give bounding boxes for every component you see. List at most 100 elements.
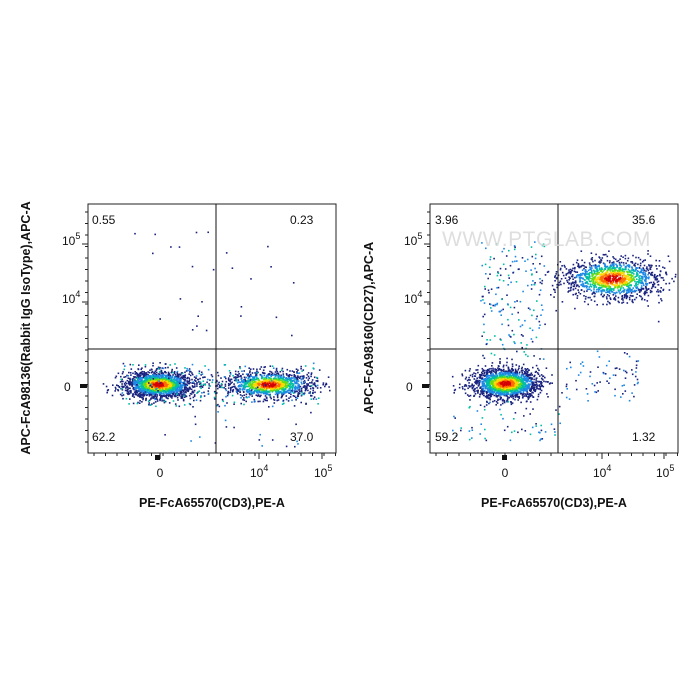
event-dot xyxy=(139,372,141,375)
event-dot xyxy=(251,401,253,403)
event-dot xyxy=(510,403,513,406)
event-dot xyxy=(230,378,233,381)
event-dot xyxy=(500,384,503,387)
event-dot xyxy=(135,386,138,388)
event-dot xyxy=(163,390,165,393)
event-dot xyxy=(521,387,523,389)
event-dot xyxy=(158,377,161,379)
event-dot xyxy=(244,382,246,385)
event-dot xyxy=(499,362,501,365)
event-dot xyxy=(175,379,178,381)
event-dot xyxy=(184,371,186,374)
event-dot xyxy=(519,379,522,382)
event-dot xyxy=(470,385,472,387)
event-dot xyxy=(169,364,171,366)
event-dot xyxy=(141,371,144,373)
event-dot xyxy=(164,434,166,436)
event-dot xyxy=(123,376,125,378)
event-dot xyxy=(511,402,514,404)
event-dot xyxy=(495,404,497,406)
event-dot xyxy=(248,367,250,369)
event-dot xyxy=(255,374,258,376)
event-dot xyxy=(148,371,151,374)
event-dot xyxy=(473,388,476,391)
event-dot xyxy=(514,380,516,382)
event-dot xyxy=(177,385,179,387)
event-dot xyxy=(294,376,296,379)
event-dot xyxy=(314,391,316,394)
event-dot xyxy=(156,400,159,402)
event-dot xyxy=(310,394,312,397)
event-dot xyxy=(136,384,139,387)
event-dot xyxy=(489,382,491,385)
event-dot xyxy=(497,380,500,382)
event-dot xyxy=(138,386,141,388)
event-dot xyxy=(127,392,130,395)
event-dot xyxy=(481,390,484,392)
event-dot xyxy=(317,397,320,399)
event-dot xyxy=(200,395,202,398)
event-dot xyxy=(161,382,164,385)
event-dot xyxy=(245,400,247,403)
event-dot xyxy=(507,368,510,370)
event-dot xyxy=(132,382,135,384)
event-dot xyxy=(497,399,499,401)
event-dot xyxy=(245,389,248,391)
event-dot xyxy=(506,392,509,395)
event-dot xyxy=(267,383,269,386)
event-dot xyxy=(531,377,533,379)
event-dot xyxy=(239,366,241,368)
event-dot xyxy=(129,398,131,400)
event-dot xyxy=(476,387,478,389)
event-dot xyxy=(252,368,255,370)
event-dot xyxy=(500,393,503,396)
event-dot xyxy=(138,374,141,376)
event-dot xyxy=(494,378,497,380)
event-dot xyxy=(257,400,259,403)
event-dot xyxy=(281,387,284,389)
event-dot xyxy=(164,378,166,381)
event-dot xyxy=(133,396,135,398)
event-dot xyxy=(271,372,274,375)
event-dot xyxy=(143,392,146,394)
event-dot xyxy=(318,369,321,371)
event-dot xyxy=(140,368,142,371)
event-dot xyxy=(471,383,473,386)
event-dot xyxy=(152,388,154,391)
event-dot xyxy=(285,381,288,383)
event-dot xyxy=(278,375,280,377)
event-dot xyxy=(184,379,186,381)
event-dot xyxy=(510,371,513,373)
event-dot xyxy=(507,372,509,374)
event-dot xyxy=(266,390,268,393)
event-dot xyxy=(280,383,283,386)
event-dot xyxy=(522,391,525,393)
event-dot xyxy=(517,391,520,394)
event-dot xyxy=(657,294,660,297)
event-dot xyxy=(147,400,150,402)
event-dot xyxy=(486,383,488,386)
event-dot xyxy=(150,383,153,386)
event-dot xyxy=(496,379,499,382)
event-dot xyxy=(498,368,501,370)
event-dot xyxy=(485,404,488,406)
event-dot xyxy=(312,367,315,369)
event-dot xyxy=(193,395,196,398)
event-dot xyxy=(508,396,510,399)
event-dot xyxy=(265,389,268,391)
event-dot xyxy=(153,374,155,376)
event-dot xyxy=(588,272,591,274)
event-dot xyxy=(264,388,266,391)
event-dot xyxy=(183,374,186,377)
event-dot xyxy=(299,385,302,388)
event-dot xyxy=(177,386,180,388)
event-dot xyxy=(276,390,279,392)
event-dot xyxy=(503,370,505,373)
event-dot xyxy=(246,396,248,399)
event-dot xyxy=(201,386,204,388)
event-dot xyxy=(493,375,496,377)
event-dot xyxy=(498,392,500,395)
event-dot xyxy=(181,396,183,398)
event-dot xyxy=(465,384,467,386)
event-dot xyxy=(533,383,536,386)
